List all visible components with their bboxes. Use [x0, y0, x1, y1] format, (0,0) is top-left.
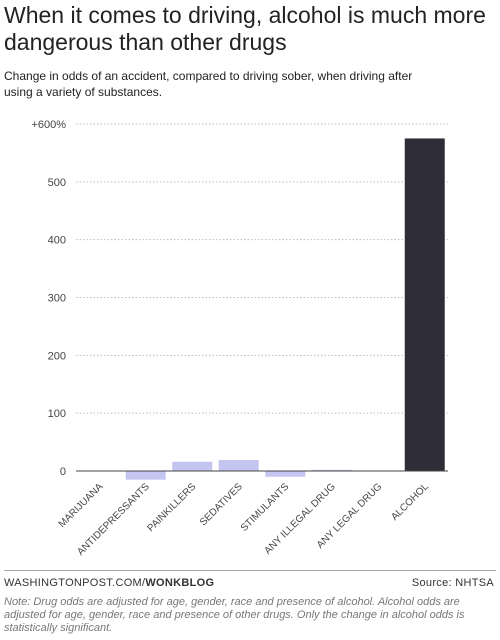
y-tick-label: 100 — [48, 408, 66, 420]
publisher-blog: WONKBLOG — [145, 577, 215, 589]
y-tick-label: 200 — [48, 350, 66, 362]
bar — [404, 138, 445, 472]
bar — [125, 471, 166, 480]
publisher-credit: WASHINGTONPOST.COM/WONKBLOG — [4, 577, 214, 589]
y-tick-label: 400 — [48, 235, 66, 247]
x-tick-label: MARIJUANA — [57, 481, 106, 530]
x-tick-label: ALCOHOL — [389, 481, 431, 523]
x-tick-label: PAINKILLERS — [146, 481, 199, 534]
chart-subtitle: Change in odds of an accident, compared … — [4, 69, 413, 99]
source-credit: Source: NHTSA — [411, 577, 494, 589]
publisher-domain: WASHINGTONPOST.COM/ — [4, 577, 146, 589]
y-tick-label: 0 — [60, 466, 66, 478]
bar — [172, 461, 213, 471]
bar — [265, 471, 306, 477]
y-tick-label: 500 — [48, 177, 66, 189]
footer-divider — [4, 570, 496, 571]
footnote: Note: Drug odds are adjusted for age, ge… — [4, 596, 465, 634]
x-tick-label: SEDATIVES — [198, 481, 245, 528]
y-tick-label: 300 — [48, 293, 66, 305]
x-tick-label: STIMULANTS — [239, 481, 292, 534]
bar — [311, 469, 352, 471]
bar-chart: 0100200300400500+600%MARIJUANAANTIDEPRES… — [31, 119, 448, 558]
y-tick-label: +600% — [31, 119, 66, 131]
bar — [218, 460, 259, 471]
chart-title: When it comes to driving, alcohol is muc… — [4, 2, 486, 55]
